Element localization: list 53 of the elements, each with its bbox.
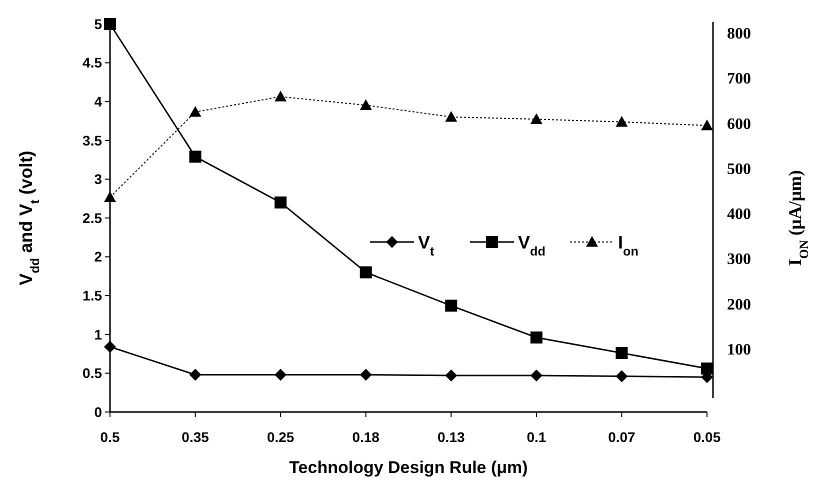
y2-tick-label: 500 (727, 160, 751, 178)
point (274, 196, 287, 208)
point (274, 90, 287, 102)
y-tick-label: 5 (94, 16, 102, 32)
point (530, 370, 542, 382)
point (104, 18, 116, 30)
x-tick-label: 0.25 (266, 429, 294, 445)
point (360, 99, 372, 110)
legend-label: V$_{t}$ (418, 232, 436, 258)
y-tick-label: 4 (94, 94, 102, 110)
point (189, 368, 202, 381)
x-tick-label: 0.05 (693, 429, 721, 445)
point (445, 110, 458, 122)
y-tick-label: 4.5 (82, 54, 102, 71)
point (530, 113, 542, 124)
y2-tick-label: 300 (727, 251, 751, 268)
y-tick-label: 0.5 (82, 365, 102, 382)
point (445, 370, 458, 382)
point (616, 347, 628, 360)
y-tick-label: 1 (94, 326, 102, 342)
y2-tick-label: 400 (727, 206, 751, 224)
point (189, 150, 202, 163)
y2-tick-label: 600 (727, 116, 751, 133)
y-tick-label: 0 (94, 404, 102, 420)
point (360, 368, 372, 381)
point (530, 332, 542, 344)
x-axis-title: Technology Design Rule (μm) (289, 458, 528, 477)
x-tick-label: 0.35 (182, 429, 210, 445)
y-tick-label: 3 (94, 171, 102, 188)
legend-label: V$_{dd}$ (518, 232, 546, 258)
y2-tick-label: 800 (727, 26, 751, 43)
y2-tick-label: 100 (727, 341, 751, 358)
legend-label: I$_{on}$ (618, 232, 638, 258)
point (445, 300, 458, 312)
y-tick-label: 2 (94, 248, 102, 265)
y-tick-label: 3.5 (82, 132, 102, 148)
y2-tick-label: 200 (727, 296, 751, 314)
point (701, 362, 713, 375)
point (360, 266, 372, 278)
point (104, 340, 116, 353)
x-tick-label: 0.13 (438, 429, 465, 445)
point (616, 116, 628, 127)
y2-tick-label: 700 (727, 70, 751, 88)
point (701, 120, 713, 130)
point (274, 368, 287, 381)
x-tick-label: 0.18 (352, 429, 380, 445)
y-tick-label: 2.5 (82, 210, 102, 226)
point (616, 370, 628, 382)
point (104, 191, 116, 202)
x-tick-label: 0.07 (608, 429, 636, 445)
y-tick-label: 1.5 (82, 288, 102, 304)
x-tick-label: 0.1 (526, 429, 546, 445)
point (189, 106, 202, 117)
